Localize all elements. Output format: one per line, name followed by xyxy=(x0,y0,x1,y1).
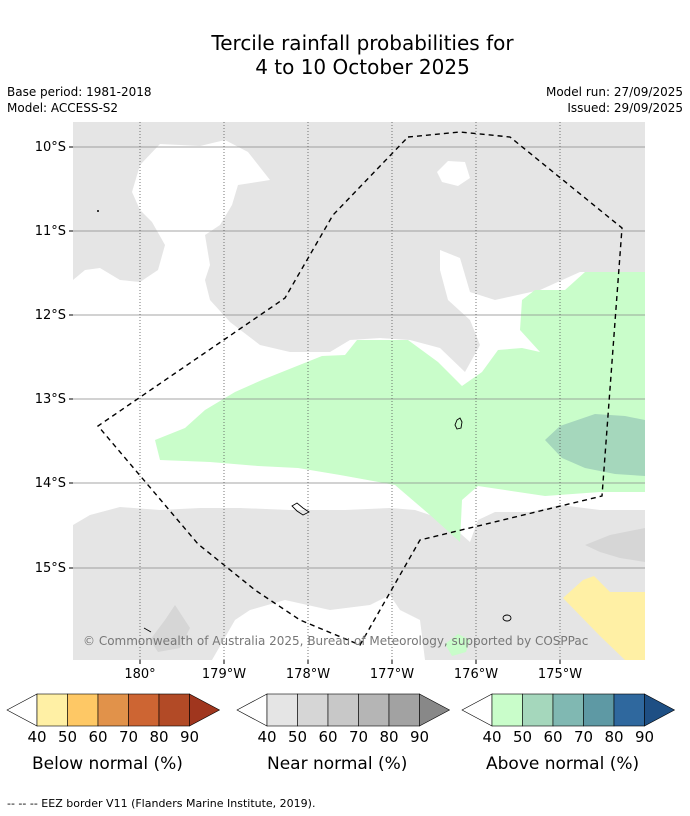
near-legend-min-arrow xyxy=(236,693,268,727)
eez-footnote: -- -- -- EEZ border V11 (Flanders Marine… xyxy=(7,797,316,810)
legend-above-label: Above normal (%) xyxy=(486,754,640,774)
meta-right: Model run: 27/09/2025 Issued: 29/09/2025 xyxy=(546,84,683,116)
legend-near-normal: 40 50 60 70 80 90 xyxy=(236,693,451,746)
above-legend-tick: 40 xyxy=(482,728,501,746)
lon-labels: 180° 179°W 178°W 177°W 176°W 175°W xyxy=(124,667,582,682)
above-legend-max-arrow xyxy=(644,693,676,727)
above-normal-small-patch xyxy=(445,634,470,656)
above-legend-tick: 80 xyxy=(604,728,623,746)
lat-labels: 10°S 11°S 12°S 13°S 14°S 15°S xyxy=(35,140,66,576)
map-title: Tercile rainfall probabilities for 4 to … xyxy=(0,31,690,79)
near-legend-tick: 90 xyxy=(410,728,429,746)
below-legend-swatch xyxy=(97,693,129,727)
lon-label-178w: 178°W xyxy=(286,667,330,682)
below-legend-swatch xyxy=(67,693,99,727)
title-line-2: 4 to 10 October 2025 xyxy=(255,55,470,79)
above-normal-region-50 xyxy=(545,414,645,476)
above-legend-tick: 50 xyxy=(513,728,532,746)
copyright-credit: © Commonwealth of Australia 2025, Bureau… xyxy=(83,634,588,648)
lon-label-177w: 177°W xyxy=(370,667,414,682)
island-outline-4 xyxy=(143,627,152,633)
above-legend-swatch xyxy=(583,693,615,727)
near-legend-swatch xyxy=(388,693,420,727)
lon-label-180: 180° xyxy=(124,667,155,682)
near-legend-tick: 50 xyxy=(288,728,307,746)
near-legend-tick: 40 xyxy=(257,728,276,746)
island-dot xyxy=(97,210,99,212)
near-legend-swatch xyxy=(358,693,390,727)
legend-near-label: Near normal (%) xyxy=(267,754,408,774)
above-legend-tick: 60 xyxy=(543,728,562,746)
above-legend-swatch xyxy=(552,693,584,727)
base-period: Base period: 1981-2018 xyxy=(7,85,152,99)
lat-ticks xyxy=(69,146,73,569)
title-line-1: Tercile rainfall probabilities for xyxy=(211,31,514,55)
near-legend-swatch xyxy=(297,693,329,727)
grid-lines xyxy=(73,146,645,569)
lat-label-10s: 10°S xyxy=(35,140,66,155)
near-legend-swatch xyxy=(266,693,298,727)
above-normal-region xyxy=(155,272,645,542)
map-area: © Commonwealth of Australia 2025, Bureau… xyxy=(73,122,645,660)
below-legend-tick: 60 xyxy=(88,728,107,746)
above-legend-min-arrow xyxy=(461,693,493,727)
above-legend-swatch xyxy=(613,693,645,727)
lat-label-12s: 12°S xyxy=(35,308,66,323)
near-legend-max-arrow xyxy=(419,693,451,727)
island-outline-2 xyxy=(291,502,310,516)
legend-above-normal: 40 50 60 70 80 90 xyxy=(461,693,676,746)
above-legend-tick: 90 xyxy=(635,728,654,746)
below-legend-tick: 50 xyxy=(58,728,77,746)
above-legend-tick: 70 xyxy=(574,728,593,746)
legend-below-normal: 40 50 60 70 80 90 xyxy=(6,693,221,746)
lat-label-13s: 13°S xyxy=(35,392,66,407)
legend-below-label: Below normal (%) xyxy=(32,754,183,774)
below-legend-tick: 90 xyxy=(180,728,199,746)
island-outline-3 xyxy=(502,614,512,622)
near-legend-swatch xyxy=(327,693,359,727)
near-legend-tick: 70 xyxy=(349,728,368,746)
above-legend-swatch xyxy=(522,693,554,727)
below-normal-region xyxy=(563,576,645,660)
island-outline-1 xyxy=(454,417,463,430)
lon-label-175w: 175°W xyxy=(538,667,582,682)
near-normal-region-north xyxy=(73,122,645,372)
white-patch-north xyxy=(437,161,470,186)
near-legend-tick: 60 xyxy=(318,728,337,746)
below-legend-tick: 80 xyxy=(149,728,168,746)
below-legend-min-arrow xyxy=(6,693,38,727)
model-name: Model: ACCESS-S2 xyxy=(7,101,119,115)
near-normal-region-south xyxy=(73,505,645,660)
below-legend-tick: 70 xyxy=(119,728,138,746)
near-legend-tick: 80 xyxy=(379,728,398,746)
below-legend-swatch xyxy=(128,693,160,727)
lon-ticks xyxy=(139,660,561,664)
near-normal-region-southwest xyxy=(150,605,190,652)
issued-date: Issued: 29/09/2025 xyxy=(567,101,683,115)
eez-border xyxy=(96,131,623,646)
lat-label-14s: 14°S xyxy=(35,476,66,491)
lat-label-15s: 15°S xyxy=(35,561,66,576)
near-normal-region-southeast xyxy=(585,528,645,562)
lon-label-176w: 176°W xyxy=(454,667,498,682)
above-legend-swatch xyxy=(491,693,523,727)
model-run: Model run: 27/09/2025 xyxy=(545,85,683,99)
below-legend-swatch xyxy=(158,693,190,727)
below-legend-tick: 40 xyxy=(27,728,46,746)
below-legend-max-arrow xyxy=(189,693,221,727)
below-legend-swatch xyxy=(36,693,68,727)
lon-label-179w: 179°W xyxy=(202,667,246,682)
lat-label-11s: 11°S xyxy=(35,224,66,239)
meta-left: Base period: 1981-2018 Model: ACCESS-S2 xyxy=(7,84,152,116)
